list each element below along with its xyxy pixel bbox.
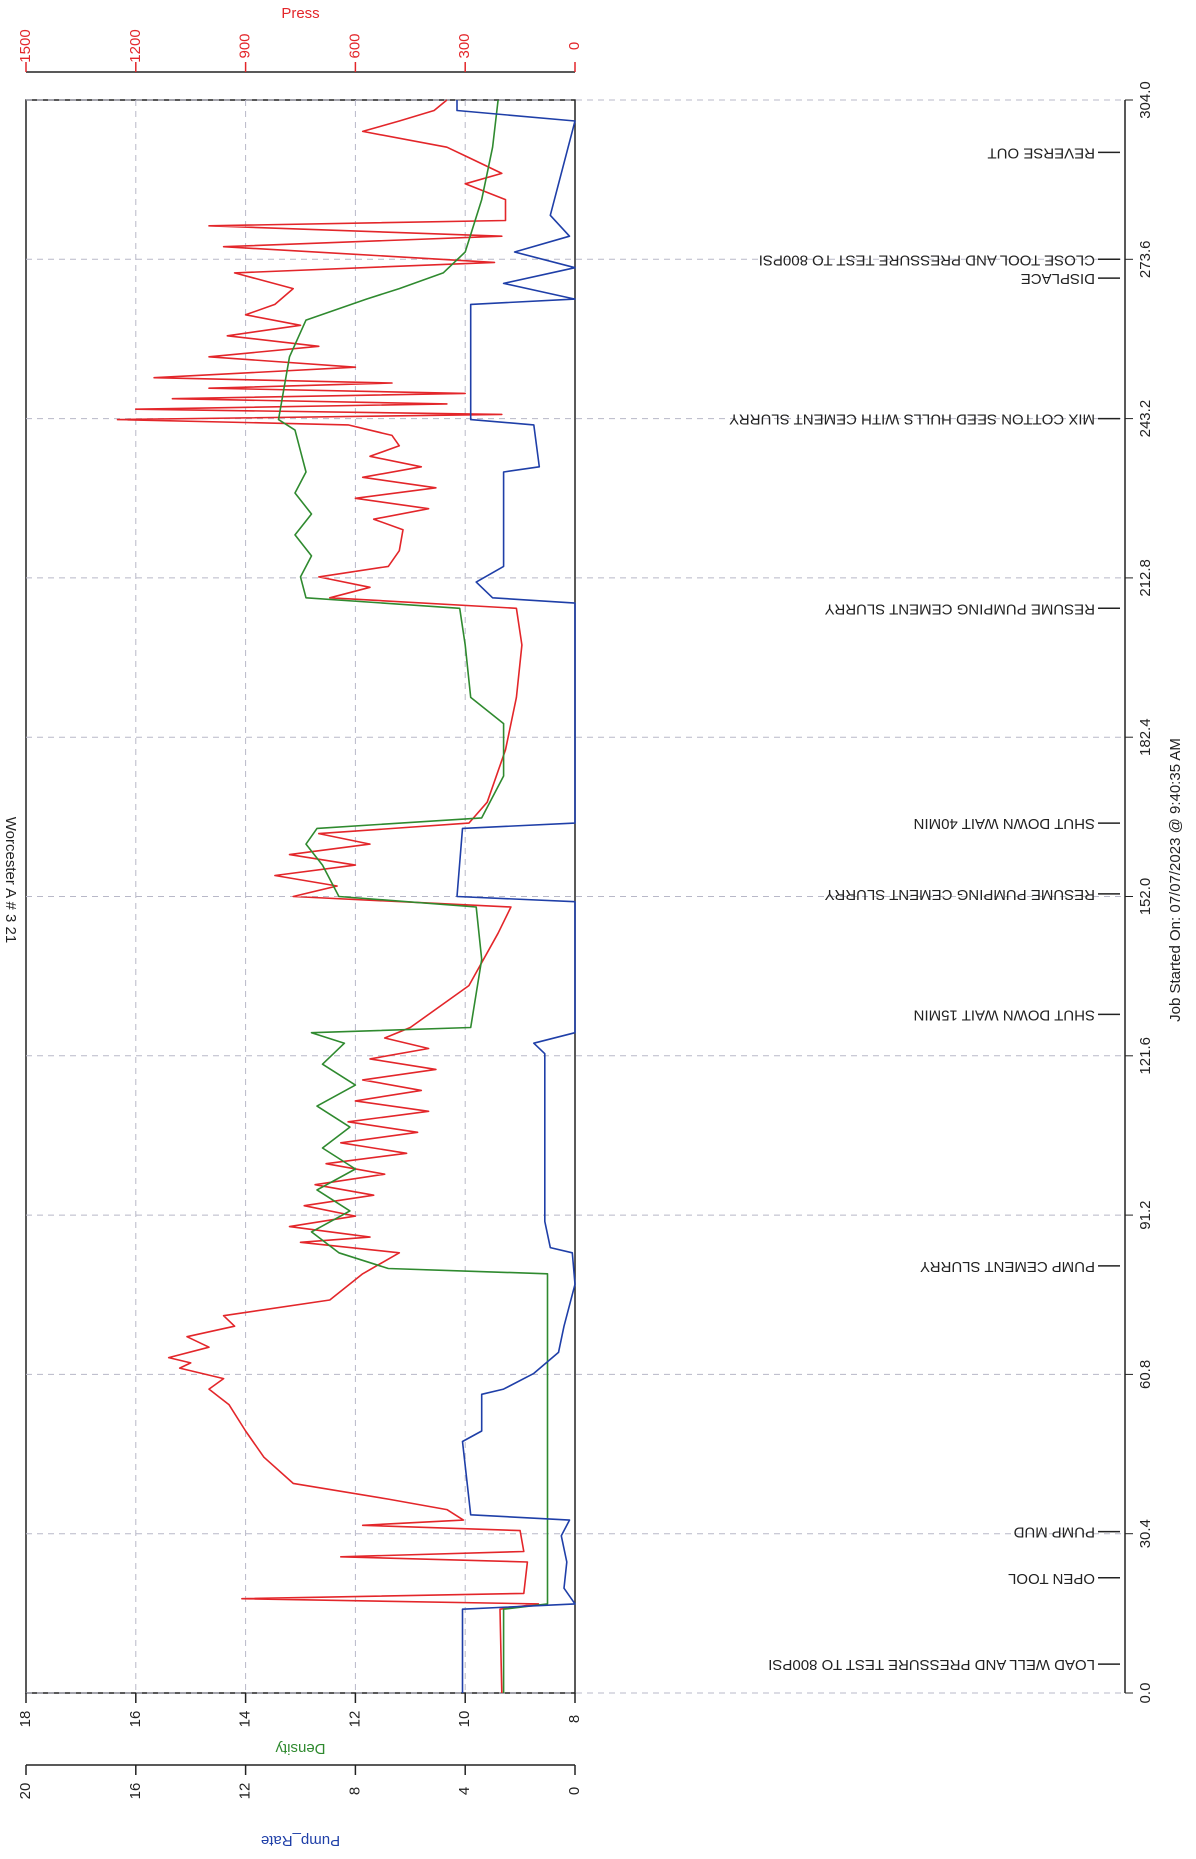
x-tick-label: 152.0 bbox=[1137, 878, 1154, 916]
series-line bbox=[456, 100, 576, 1693]
x-tick-label: 182.4 bbox=[1137, 718, 1154, 756]
x-tick-label: 60.8 bbox=[1137, 1360, 1154, 1389]
y-tick-label: 16 bbox=[127, 1711, 144, 1728]
y-tick-label: 600 bbox=[346, 33, 363, 58]
axis-title: Pump_Rate bbox=[261, 1832, 340, 1849]
event-label: OPEN TOOL bbox=[1008, 1570, 1095, 1587]
event-label: MIX COTTON SEED HULLS WITH CEMENT SLURRY bbox=[729, 411, 1095, 428]
event-label: RESUME PUMPING CEMENT SLURRY bbox=[825, 886, 1095, 903]
y-tick-label: 18 bbox=[17, 1711, 34, 1728]
y-tick-label: 1200 bbox=[127, 29, 144, 62]
event-label: DISPLACE bbox=[1021, 270, 1095, 287]
event-label: SHUT DOWN WAIT 40MIN bbox=[914, 815, 1095, 832]
y-tick-label: 300 bbox=[456, 33, 473, 58]
x-tick-label: 304.0 bbox=[1137, 81, 1154, 119]
x-tick-label: 91.2 bbox=[1137, 1200, 1154, 1229]
x-tick-label: 212.8 bbox=[1137, 559, 1154, 597]
event-label: REVERSE OUT bbox=[987, 144, 1095, 161]
x-tick-label: 273.6 bbox=[1137, 241, 1154, 279]
event-label: CLOSE TOOL AND PRESSURE TEST TO 800PSI bbox=[759, 251, 1095, 268]
y-tick-label: 16 bbox=[127, 1783, 144, 1800]
y-tick-label: 12 bbox=[237, 1783, 254, 1800]
y-tick-label: 8 bbox=[346, 1787, 363, 1795]
axis-title: Press bbox=[281, 5, 319, 22]
y-tick-label: 20 bbox=[17, 1783, 34, 1800]
y-tick-label: 1500 bbox=[17, 29, 34, 62]
footer: Job Started On: 07/07/2023 @ 9:40:35 AM bbox=[1167, 738, 1184, 1022]
y-tick-label: 14 bbox=[237, 1711, 254, 1728]
x-tick-label: 121.6 bbox=[1137, 1037, 1154, 1075]
series-line bbox=[116, 99, 540, 1694]
x-tick-label: 30.4 bbox=[1137, 1519, 1154, 1548]
event-label: PUMP CEMENT SLURRY bbox=[920, 1258, 1095, 1275]
y-tick-label: 12 bbox=[346, 1711, 363, 1728]
series-line bbox=[277, 99, 549, 1693]
y-tick-label: 900 bbox=[237, 33, 254, 58]
event-label: LOAD WELL AND PRESSURE TEST TO 800PSI bbox=[768, 1656, 1095, 1673]
y-tick-label: 10 bbox=[456, 1711, 473, 1728]
x-tick-label: 0.0 bbox=[1137, 1683, 1154, 1704]
axis-title: Density bbox=[275, 1740, 326, 1757]
chart-title: Worcester A # 3 21 bbox=[2, 817, 19, 943]
y-tick-label: 0 bbox=[566, 42, 583, 50]
y-tick-label: 4 bbox=[456, 1787, 473, 1795]
y-tick-label: 8 bbox=[566, 1715, 583, 1723]
event-label: RESUME PUMPING CEMENT SLURRY bbox=[825, 600, 1095, 617]
event-label: PUMP MUD bbox=[1013, 1524, 1095, 1541]
event-label: SHUT DOWN WAIT 15MIN bbox=[914, 1006, 1095, 1023]
x-tick-label: 243.2 bbox=[1137, 400, 1154, 438]
y-tick-label: 0 bbox=[566, 1787, 583, 1795]
